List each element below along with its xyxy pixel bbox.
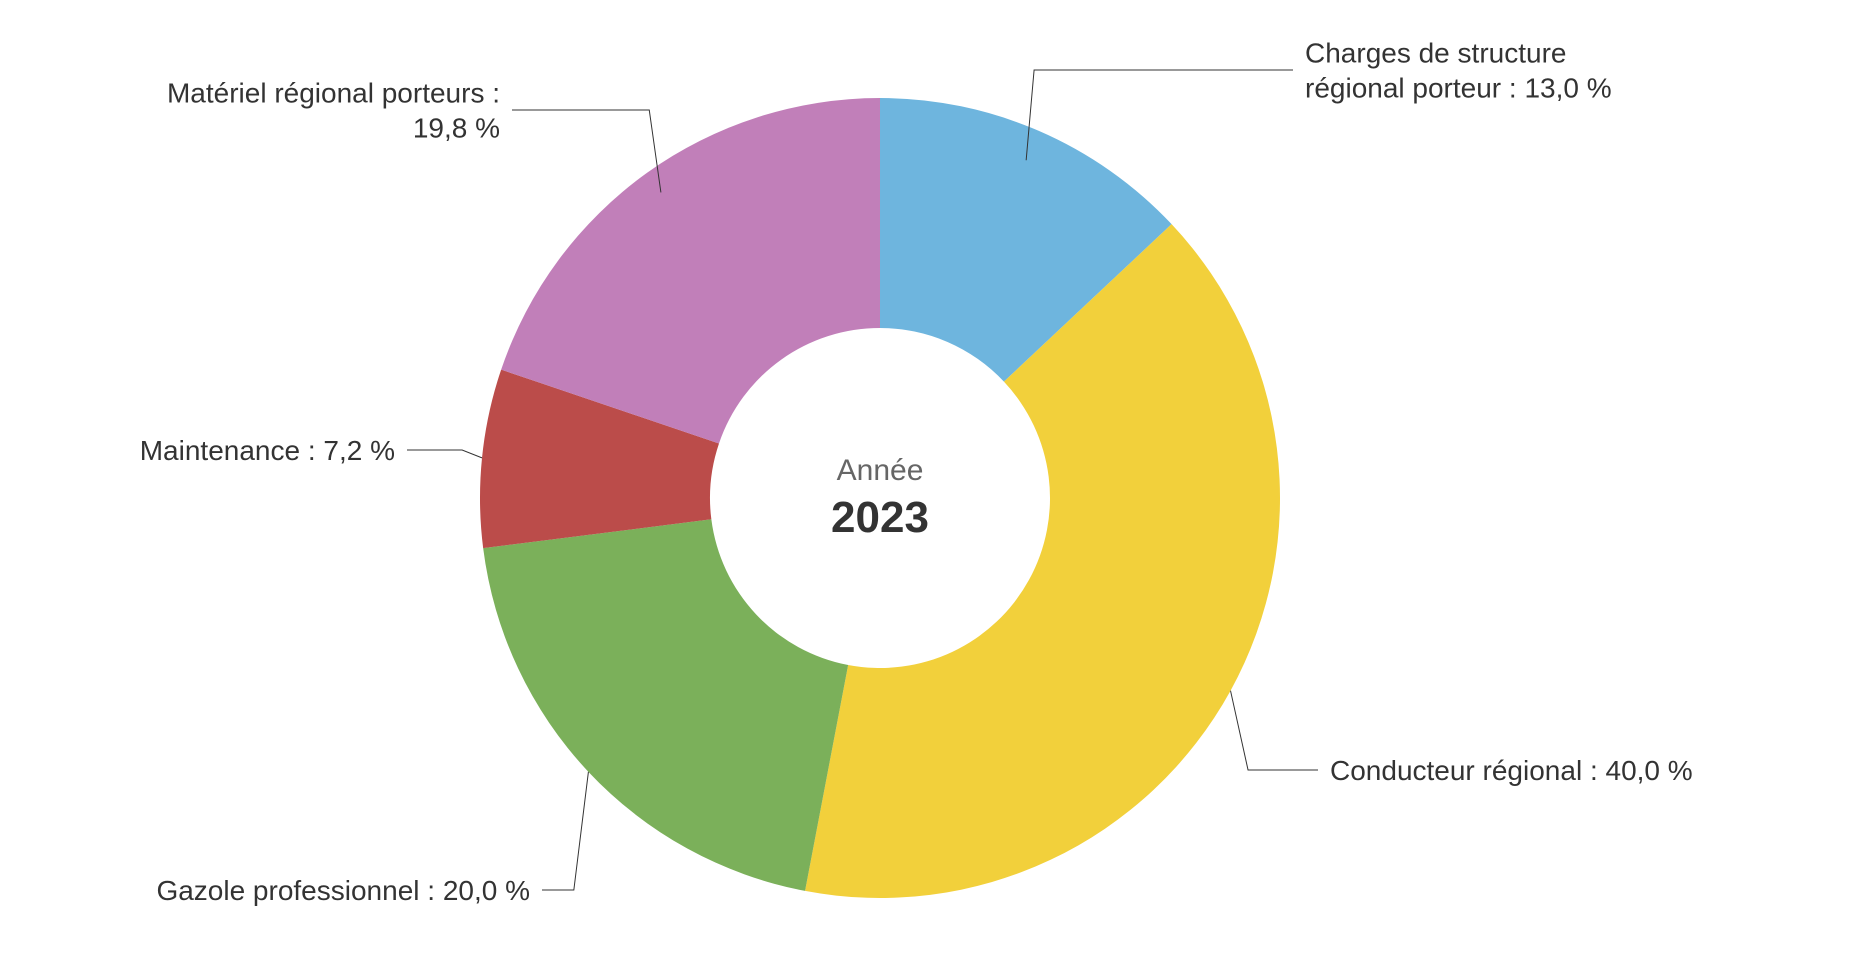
label-conducteur: Conducteur régional : 40,0 % xyxy=(1330,755,1693,786)
label-maintenance: Maintenance : 7,2 % xyxy=(140,435,395,466)
chart-svg: Charges de structurerégional porteur : 1… xyxy=(0,0,1868,962)
label-gazole: Gazole professionnel : 20,0 % xyxy=(156,875,530,906)
center-label-top: Année xyxy=(837,454,924,487)
center-label-main: 2023 xyxy=(831,493,929,542)
donut-chart: Charges de structurerégional porteur : 1… xyxy=(0,0,1868,962)
